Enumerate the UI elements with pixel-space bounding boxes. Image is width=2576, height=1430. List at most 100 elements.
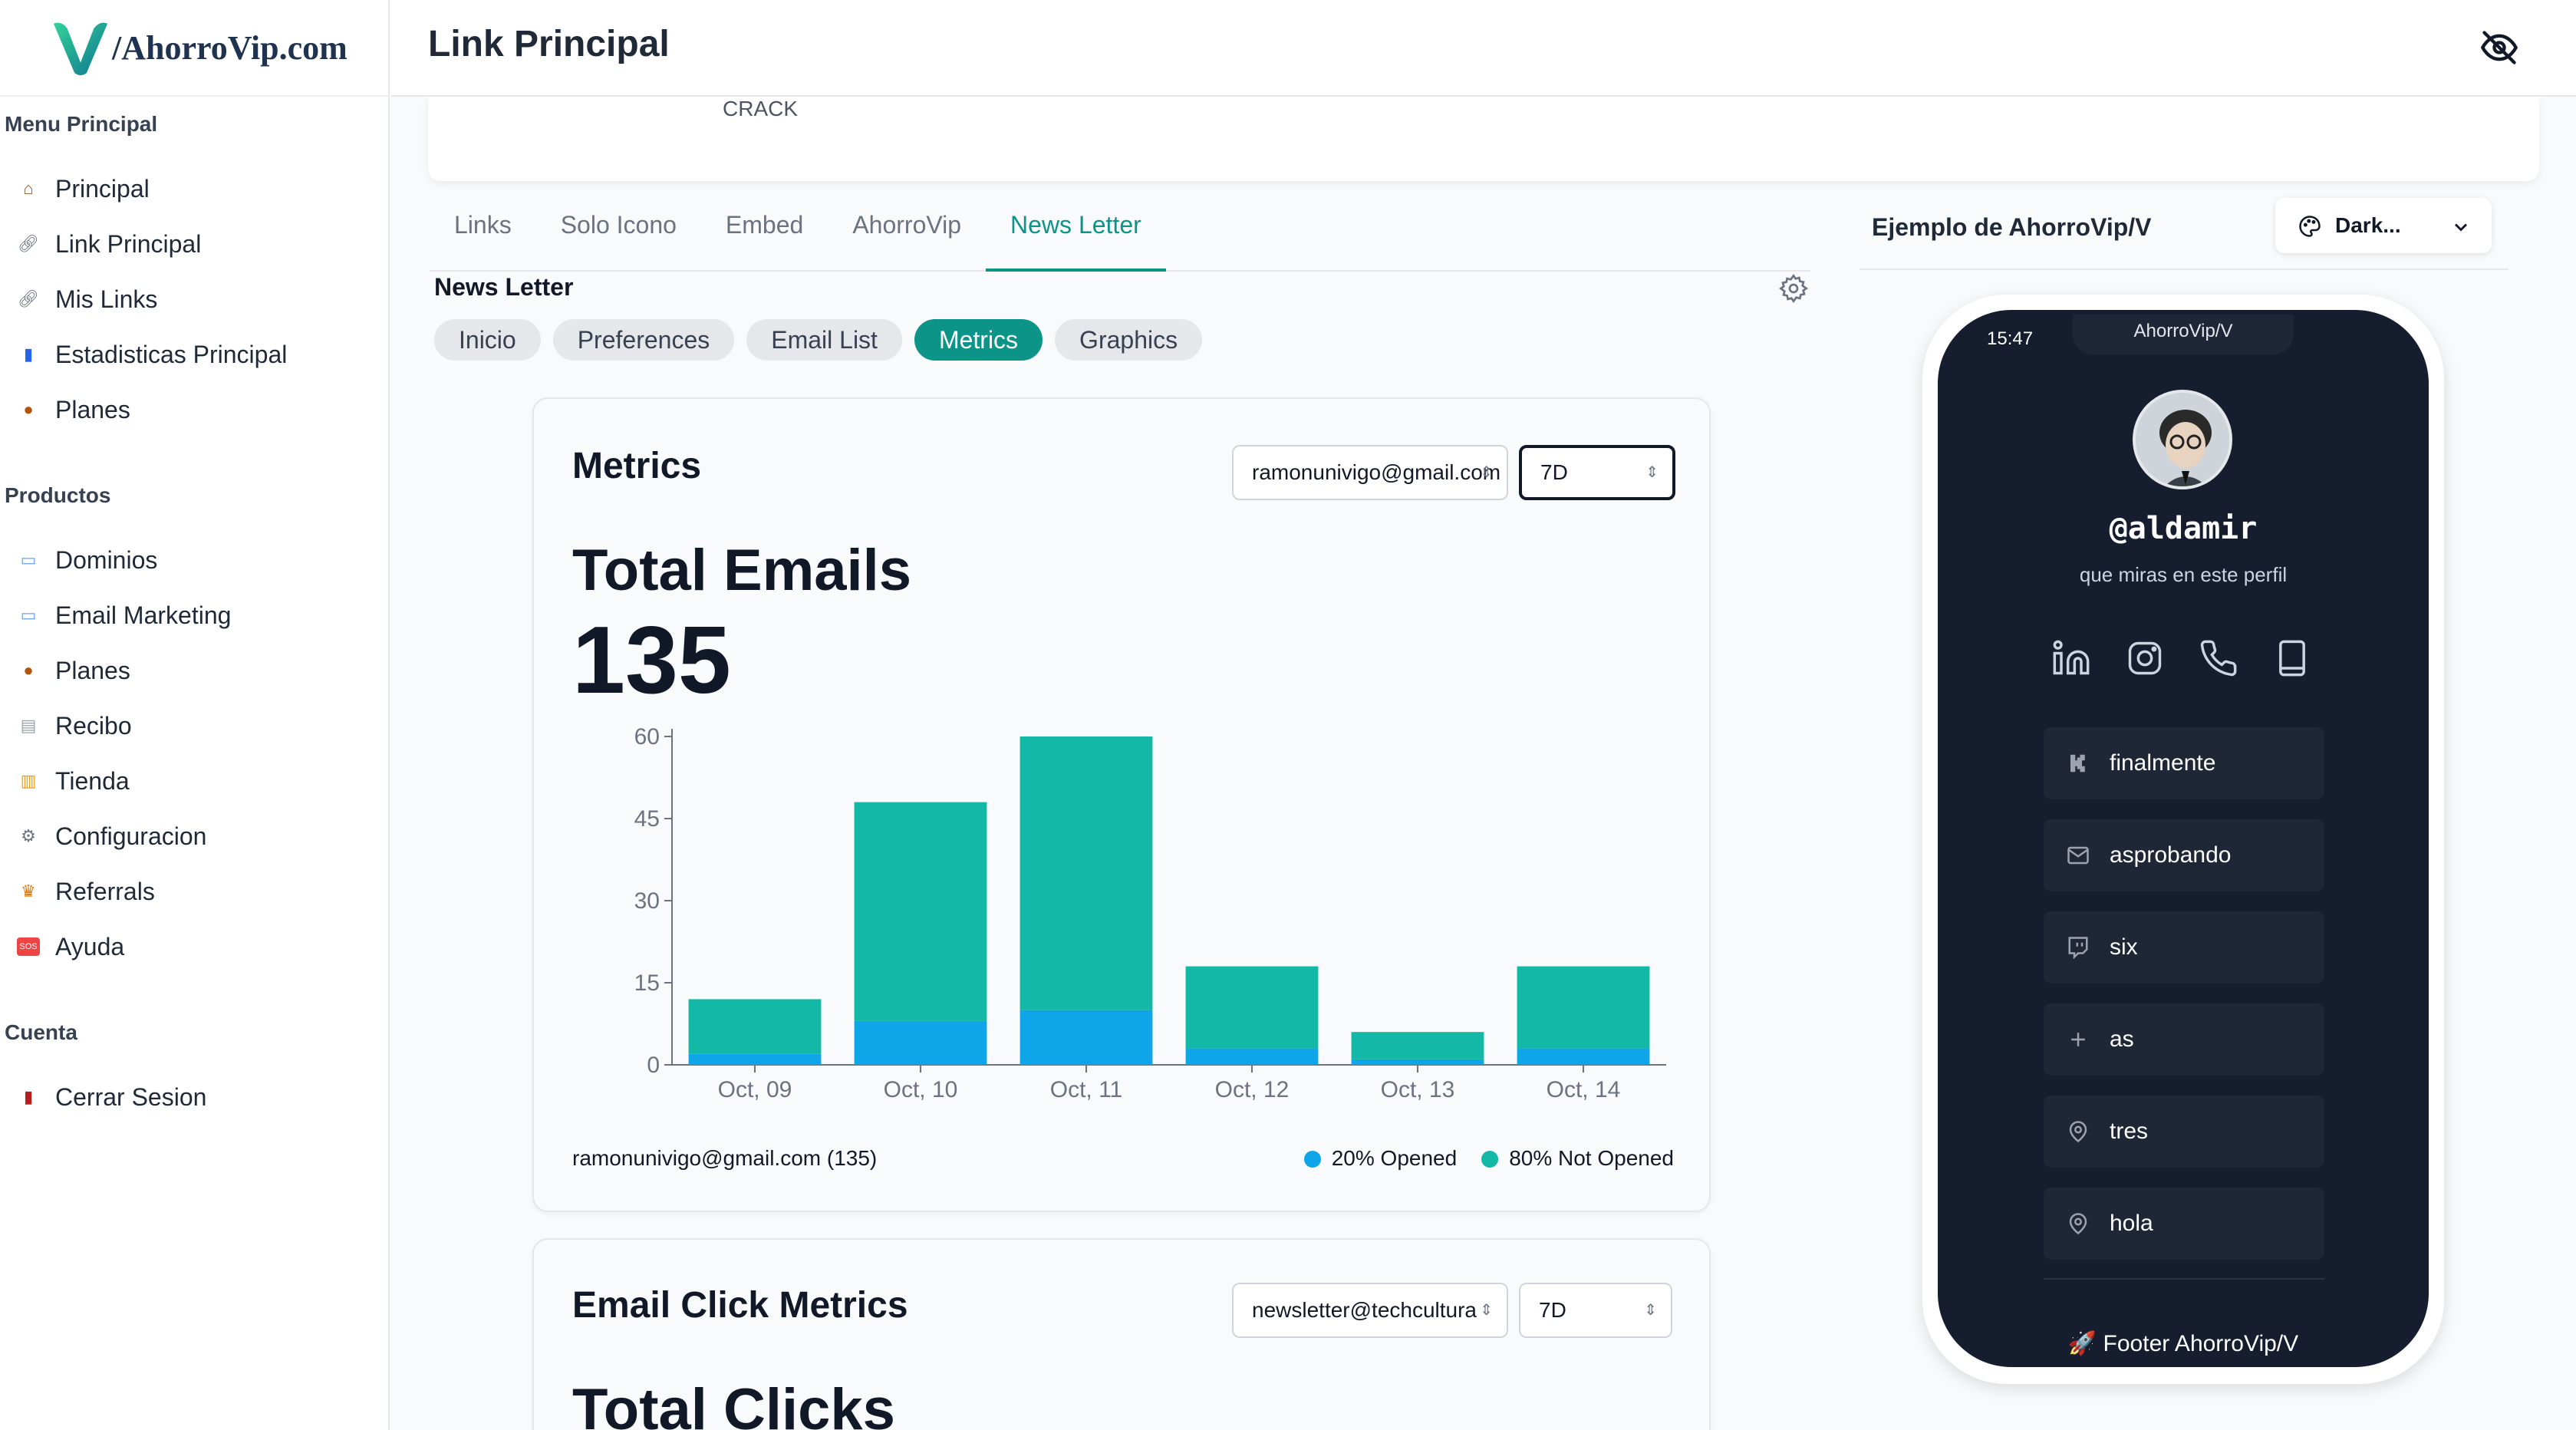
instagram-icon[interactable] <box>2125 638 2165 678</box>
chart-legend: 20% Opened 80% Not Opened <box>1303 1146 1674 1171</box>
sidebar-item-label: Estadisticas Principal <box>55 340 288 368</box>
palette-icon <box>2299 216 2321 237</box>
phone-divider <box>2044 1278 2324 1280</box>
profile-link-label: finalmente <box>2110 750 2216 776</box>
tab-links[interactable]: Links <box>454 211 512 239</box>
period-select-value: 7D <box>1540 460 1568 484</box>
email-select-value: ramonunivigo@gmail.com <box>1252 460 1501 484</box>
bar-not-opened <box>1185 966 1319 1049</box>
x-tick-label: Oct, 09 <box>718 1077 792 1102</box>
chevron-down-icon <box>2454 223 2468 232</box>
sidebar-item-link-principal[interactable]: 🔗︎ Link Principal <box>0 216 388 272</box>
profile-link-asprobando[interactable]: asprobando <box>2044 819 2324 891</box>
y-tick-label: 15 <box>634 970 660 996</box>
sidebar-item-label: Mis Links <box>55 285 158 313</box>
profile-link-hola[interactable]: hola <box>2044 1188 2324 1260</box>
profile-link-tres[interactable]: tres <box>2044 1096 2324 1168</box>
legend-dot-opened <box>1303 1151 1321 1168</box>
pill-email-list[interactable]: Email List <box>746 319 902 361</box>
section-title-menu: Menu Principal <box>5 112 158 136</box>
bar-opened <box>1020 1010 1153 1065</box>
legend-not-opened: 80% Not Opened <box>1481 1146 1674 1171</box>
brand-logo[interactable]: /AhorroVip.com <box>0 0 388 97</box>
click-email-select[interactable]: newsletter@techcultura ⇕ <box>1232 1283 1508 1338</box>
sidebar-item-ayuda[interactable]: SOS Ayuda <box>0 919 388 974</box>
profile-link-six[interactable]: six <box>2044 911 2324 984</box>
money-bag-icon: ● <box>23 661 34 680</box>
avatar <box>2133 390 2232 489</box>
legend-opened-label: 20% Opened <box>1331 1146 1458 1170</box>
pill-inicio[interactable]: Inicio <box>434 319 541 361</box>
tab-solo-icono[interactable]: Solo Icono <box>560 211 677 239</box>
total-emails-label: Total Emails <box>572 538 912 603</box>
sidebar-item-planes-productos[interactable]: ● Planes <box>0 643 388 698</box>
sidebar-item-label: Planes <box>55 395 130 423</box>
sidebar-item-referrals[interactable]: ♛ Referrals <box>0 864 388 919</box>
avatar-image <box>2136 393 2229 486</box>
pill-graphics[interactable]: Graphics <box>1055 319 1203 361</box>
profile-link-finalmente[interactable]: finalmente <box>2044 727 2324 799</box>
tab-ahorrovip[interactable]: AhorroVip <box>852 211 962 239</box>
tab-embed[interactable]: Embed <box>725 211 804 239</box>
phone-notch-label: AhorroVip/V <box>2073 315 2294 354</box>
settings-gear-icon[interactable] <box>1778 273 1809 304</box>
phone-footer: 🚀 Footer AhorroVip/V <box>2067 1331 2299 1356</box>
sidebar-item-dominios[interactable]: ▭ Dominios <box>0 532 388 588</box>
tab-news-letter[interactable]: News Letter <box>986 201 1166 272</box>
bar-opened <box>1185 1048 1319 1065</box>
kick-icon <box>2070 754 2085 773</box>
bar-not-opened <box>1351 1032 1484 1059</box>
logo-text: /AhorroVip.com <box>112 28 348 67</box>
period-select[interactable]: 7D ⇕ <box>1519 445 1675 500</box>
mail-icon <box>2067 846 2089 865</box>
bar-opened <box>1517 1048 1650 1065</box>
click-period-select[interactable]: 7D ⇕ <box>1519 1283 1672 1338</box>
logo-v-icon <box>53 22 108 76</box>
select-caret-icon: ⇕ <box>1644 1302 1657 1319</box>
sidebar-item-mis-links[interactable]: 🔗︎ Mis Links <box>0 272 388 327</box>
id-card-icon: ▭ <box>20 605 37 624</box>
legend-opened: 20% Opened <box>1303 1146 1458 1171</box>
eye-off-icon[interactable] <box>2479 28 2519 68</box>
sidebar-item-label: Link Principal <box>55 229 202 258</box>
click-metrics-card: Email Click Metrics newsletter@techcultu… <box>532 1238 1711 1430</box>
bar-not-opened <box>688 999 822 1054</box>
sidebar-item-planes[interactable]: ● Planes <box>0 382 388 437</box>
sidebar-item-recibo[interactable]: ▤ Recibo <box>0 698 388 753</box>
profile-link-as[interactable]: as <box>2044 1003 2324 1076</box>
sidebar-item-estadisticas[interactable]: ▮ Estadisticas Principal <box>0 327 388 382</box>
x-tick-label: Oct, 11 <box>1050 1077 1122 1102</box>
sidebar-item-principal[interactable]: ⌂ Principal <box>0 161 388 216</box>
house-icon: ⌂ <box>23 179 34 198</box>
profile-link-label: asprobando <box>2110 842 2232 868</box>
book-icon[interactable] <box>2272 638 2312 678</box>
pill-preferences[interactable]: Preferences <box>552 319 735 361</box>
linkedin-icon[interactable] <box>2051 638 2091 678</box>
profile-link-label: as <box>2110 1026 2134 1052</box>
sidebar-item-email-marketing[interactable]: ▭ Email Marketing <box>0 588 388 643</box>
email-select[interactable]: ramonunivigo@gmail.com ⇕ <box>1232 445 1508 500</box>
link-icon: 🔗︎ <box>18 289 39 308</box>
link-card-text: CRACK <box>723 97 799 120</box>
money-bag-icon: ● <box>23 400 34 419</box>
phone-icon[interactable] <box>2199 638 2238 678</box>
total-emails-value: 135 <box>572 608 731 713</box>
select-caret-icon: ⇕ <box>1480 464 1493 481</box>
sidebar-item-configuracion[interactable]: ⚙ Configuracion <box>0 809 388 864</box>
section-title-cuenta: Cuenta <box>5 1020 77 1044</box>
gear-icon: ⚙ <box>21 826 36 845</box>
sidebar-item-cerrar-sesion[interactable]: ▮ Cerrar Sesion <box>0 1069 388 1125</box>
top-header: Link Principal <box>391 0 2576 97</box>
sidebar-item-label: Referrals <box>55 877 155 905</box>
y-tick-label: 0 <box>647 1053 660 1078</box>
theme-select[interactable]: Dark... <box>2275 198 2492 253</box>
trophy-icon: ♛ <box>21 881 36 901</box>
page-title: Link Principal <box>428 24 670 64</box>
shop-icon: ▥ <box>20 771 37 790</box>
x-tick-label: Oct, 10 <box>884 1077 958 1102</box>
pill-metrics[interactable]: Metrics <box>914 319 1043 361</box>
sidebar-item-label: Ayuda <box>55 932 125 960</box>
sidebar-item-tienda[interactable]: ▥ Tienda <box>0 753 388 809</box>
select-caret-icon: ⇕ <box>1480 1302 1493 1319</box>
receipt-icon: ▤ <box>20 716 37 735</box>
